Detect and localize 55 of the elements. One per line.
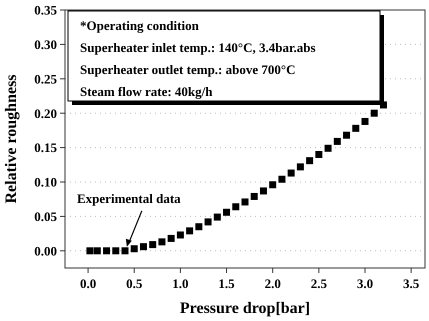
point [315,150,322,158]
y-tick-label: 0.10 [34,174,57,190]
point [130,245,138,252]
point [176,231,184,238]
point [334,138,341,145]
point [352,124,360,132]
y-axis-title: Relative roughness [3,74,20,204]
point [260,187,267,194]
point [223,208,230,216]
annotation: Experimental data [77,190,182,206]
y-tick-label: 0.30 [34,36,57,52]
point [103,247,110,254]
point [186,227,194,234]
point [269,181,276,188]
y-tick-label: 0.15 [34,140,58,156]
point [149,241,156,248]
point [343,132,350,139]
point [94,247,101,254]
point [324,144,332,152]
x-tick-label: 0.0 [80,276,96,291]
annotation: Steam flow rate: 40kg/h [80,84,214,99]
annotation: Superheater inlet temp.: 140°C, 3.4bar.abs [80,40,316,55]
point [288,170,295,177]
point [168,234,175,242]
point [278,176,286,183]
point [370,110,378,117]
y-tick-label: 0.35 [34,2,58,18]
point [214,214,221,221]
x-tick-label: 0.5 [126,276,143,291]
y-tick-label: 0.20 [34,106,57,121]
x-tick-label: 2.0 [264,276,281,291]
x-tick-label: 1.0 [172,276,189,291]
x-tick-label: 3.5 [403,276,420,291]
point [296,163,304,170]
point [306,157,314,164]
x-axis-title: Pressure drop[bar] [180,300,310,317]
point [158,238,166,246]
point [112,247,120,254]
point [242,198,248,206]
y-tick-label: 0.25 [34,71,58,86]
point [122,247,128,254]
y-tick-label: 0.00 [34,243,57,258]
point [250,192,258,200]
x-tick-label: 3.0 [356,276,374,291]
point [362,118,368,125]
x-tick-label: 2.5 [310,276,328,291]
y-tick-label: 0.05 [34,208,58,224]
point [232,203,240,210]
annotation: Superheater outlet temp.: above 700°C [80,62,296,77]
annotation: *Operating condition [80,18,200,33]
point [86,247,94,254]
point [195,223,202,230]
x-tick-label: 1.5 [218,276,236,291]
point [204,218,212,226]
point [140,243,147,250]
